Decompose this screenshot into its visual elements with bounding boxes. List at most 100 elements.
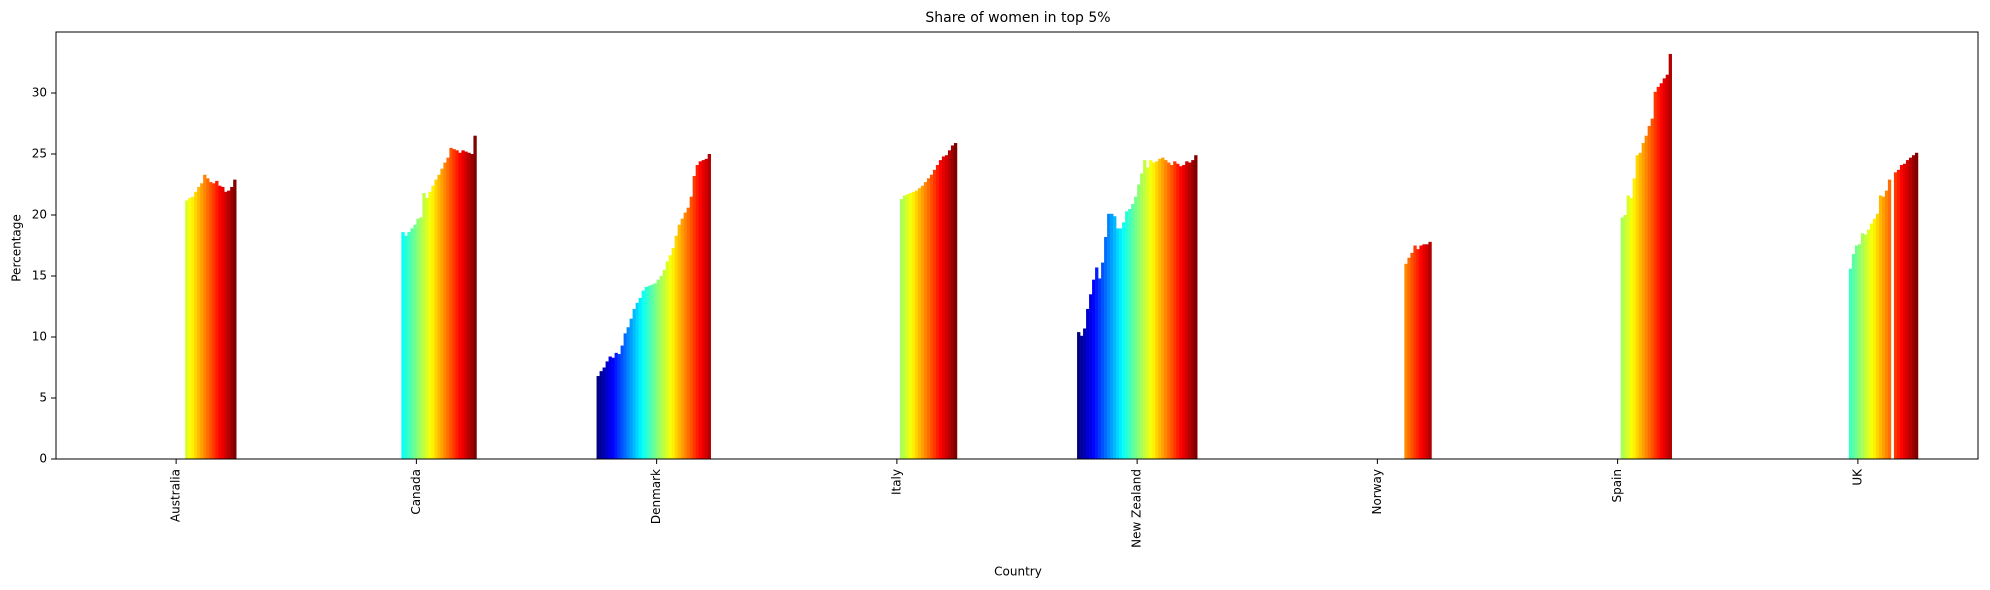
bar (1650, 118, 1654, 460)
bar (1185, 161, 1189, 459)
bar (218, 185, 222, 459)
bar (1143, 160, 1147, 459)
bar (656, 279, 660, 459)
bar (1872, 218, 1877, 459)
bar (1428, 241, 1432, 459)
bar (1416, 249, 1420, 459)
bar (944, 155, 949, 459)
bar (1176, 163, 1180, 459)
bar (1626, 195, 1630, 460)
bar (683, 212, 687, 459)
bar (704, 158, 708, 459)
x-tick-label: Denmark (649, 469, 663, 524)
bar (407, 232, 411, 459)
bar (443, 162, 447, 460)
bar (1182, 164, 1186, 460)
bar (950, 145, 955, 459)
bar (1077, 332, 1081, 459)
bar (419, 217, 423, 459)
y-tick-label: 10 (32, 330, 47, 344)
bar (1887, 179, 1892, 459)
bar (641, 290, 645, 459)
bar (1080, 335, 1084, 459)
bar (1647, 125, 1651, 459)
bar (197, 186, 201, 459)
bar (617, 354, 621, 459)
bar (1101, 262, 1105, 459)
x-tick-label: New Zealand (1130, 469, 1144, 548)
bar (1107, 213, 1111, 459)
bar (440, 168, 444, 459)
bar (953, 143, 958, 459)
bar (1083, 328, 1087, 459)
plot-frame (55, 31, 1979, 460)
bar (1644, 135, 1648, 459)
bar (200, 183, 204, 459)
bar (1116, 228, 1120, 459)
x-tick-label: Italy (889, 469, 903, 495)
bar (1164, 160, 1168, 459)
bar (1884, 190, 1889, 459)
bar (1422, 244, 1426, 459)
bar (923, 182, 928, 459)
bar (1860, 233, 1865, 459)
bar (647, 285, 651, 459)
bar (650, 284, 654, 459)
bar (938, 160, 943, 459)
bar (689, 196, 693, 459)
bar (1635, 155, 1639, 459)
bar (1854, 245, 1859, 459)
bar (1173, 161, 1177, 459)
bar (1863, 234, 1868, 459)
bar (1179, 166, 1183, 459)
bar (665, 261, 669, 459)
chart-title: Share of women in top 5% (925, 10, 1110, 26)
bar (410, 228, 414, 459)
bar (695, 164, 699, 460)
bar (1128, 208, 1132, 459)
bar (941, 156, 946, 459)
bar (914, 190, 919, 459)
bar (224, 191, 228, 459)
y-tick-label: 5 (39, 391, 47, 405)
bar (467, 152, 471, 459)
y-tick-label: 25 (32, 147, 47, 161)
bar (620, 345, 624, 459)
bar (692, 175, 696, 459)
bar (1656, 86, 1660, 460)
bar (446, 157, 450, 459)
x-axis-label: Country (994, 565, 1042, 579)
bar (1404, 263, 1408, 459)
bar (1113, 216, 1117, 459)
bar (1629, 197, 1633, 460)
bar (911, 191, 916, 459)
bar (1857, 244, 1862, 459)
x-tick-label: Norway (1370, 469, 1384, 515)
bar (1425, 244, 1429, 459)
bar (1668, 53, 1672, 460)
bar (1620, 217, 1624, 459)
bar (434, 179, 438, 459)
bar (674, 235, 678, 459)
bar (404, 235, 408, 459)
bar (1410, 252, 1414, 459)
bar (638, 297, 642, 459)
bar (416, 218, 420, 459)
bar (611, 357, 615, 459)
bar (1134, 196, 1138, 459)
bar (1413, 245, 1417, 459)
bar (644, 286, 648, 459)
bar (1137, 184, 1141, 459)
bar (1188, 162, 1192, 460)
bar (431, 185, 435, 459)
bar (1131, 204, 1135, 459)
bar (899, 199, 904, 459)
bar (929, 174, 934, 460)
bar (605, 361, 609, 459)
bar (902, 195, 907, 460)
bar (707, 154, 711, 459)
bar (1407, 257, 1411, 459)
bar (629, 318, 633, 459)
bar (677, 224, 681, 459)
